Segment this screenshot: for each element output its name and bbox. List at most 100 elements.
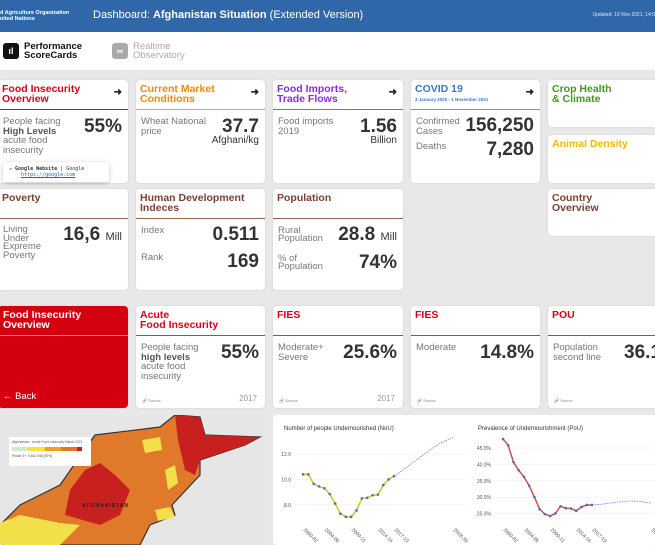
tooltip-link[interactable]: https://google.com: [21, 172, 76, 178]
label: High Levels: [3, 125, 57, 137]
card-title: Poverty: [2, 192, 41, 204]
title-bold: Afghanistan Situation: [152, 9, 267, 21]
nav-label: Observatory: [133, 50, 185, 61]
title-prefix: Dashboard:: [93, 9, 153, 21]
card-title: Food Insecurity: [140, 319, 219, 331]
card-country-overview[interactable]: Country Overview: [548, 189, 655, 236]
card-title: Indeces: [140, 202, 180, 214]
card-title: Overview: [3, 319, 50, 331]
label: acute food: [3, 135, 48, 146]
card-fies-moderate[interactable]: FIES Moderate 14.8% 🔗 Source: [411, 306, 540, 408]
card-market-conditions[interactable]: Current Market Conditions ➜ Wheat National…: [136, 80, 265, 183]
label: Wheat National: [141, 116, 206, 127]
card-title: Conditions: [140, 93, 195, 105]
chart-title-pou: Prevalence of Undernourishment (PoU): [478, 426, 584, 432]
data-point: [559, 504, 562, 508]
source-link[interactable]: 🔗 Source: [417, 398, 436, 403]
source-link[interactable]: 🔗 Source: [279, 398, 298, 403]
data-point: [527, 484, 531, 487]
data-point: [328, 492, 332, 496]
data-point: [339, 512, 342, 515]
map-region-phase4: [175, 415, 260, 475]
label: Index: [141, 225, 165, 236]
org-line1: d Agriculture Organization: [0, 10, 70, 16]
card-covid[interactable]: COVID 19 3 January 2020 - 1 November 2021…: [411, 80, 540, 183]
value-deaths: 7,280: [486, 139, 534, 160]
card-food-imports[interactable]: Food Imports, Trade Flows ➜ Food imports 20…: [273, 80, 403, 183]
label: % of: [278, 253, 298, 264]
card-fies-moderate-severe[interactable]: FIES Moderate+ Severe 25.6% 🔗 Source 2017: [273, 306, 403, 408]
link-tooltip: ↗ Google Website | Google https://google.…: [3, 162, 109, 182]
card-human-development[interactable]: Human Development Indeces Index 0.511 Ran…: [136, 189, 265, 290]
arrow-right-icon[interactable]: ➜: [113, 87, 122, 98]
value-rank: 169: [227, 251, 259, 272]
arrow-right-icon[interactable]: ➜: [250, 87, 259, 98]
header-bar: d Agriculture Organization nited Nations …: [0, 0, 655, 32]
card-title: Trade Flows: [277, 93, 338, 105]
source-label: Source: [423, 398, 436, 403]
y-tick-label: 12.0: [281, 452, 291, 458]
card-title: Population: [277, 192, 332, 204]
card-poverty[interactable]: Poverty Living Under Expreme Poverty 16,6 M…: [0, 189, 128, 290]
card-title: FIES: [415, 309, 439, 321]
data-point: [323, 486, 326, 490]
nav-performance-scorecards[interactable]: ıl Performance ScoreCards: [3, 42, 82, 60]
value: 14.8%: [480, 342, 534, 363]
label: Deaths: [416, 141, 447, 152]
arrow-right-icon[interactable]: ➜: [388, 87, 397, 98]
card-title: Food Insecurity: [2, 83, 81, 95]
value-cases: 156,250: [465, 115, 534, 136]
card-population[interactable]: Population Rural Population 28.8 Mill % o…: [273, 189, 403, 290]
source-link[interactable]: 🔗 Source: [142, 398, 161, 403]
year: 2017: [239, 394, 257, 403]
org-line2: nited Nations: [0, 16, 35, 22]
y-tick-label: 10.0: [281, 477, 291, 483]
card-crop-health[interactable]: Crop Health & Climate: [548, 80, 655, 127]
tooltip-title: Google Website: [15, 166, 58, 172]
source-link[interactable]: 🔗 Source: [554, 398, 573, 403]
nav-bar: ıl Performance ScoreCards ∞ Realtime Observa…: [0, 32, 655, 70]
tooltip-source: | Google: [57, 166, 85, 172]
card-acute-food-insecurity[interactable]: Acute Food Insecurity People facing high l…: [136, 306, 265, 408]
data-point: [317, 485, 321, 488]
card-animal-density[interactable]: Animal Density: [548, 135, 655, 183]
value-percent: 74%: [358, 252, 397, 273]
arrow-right-icon[interactable]: ➜: [525, 87, 534, 98]
unit: Mill: [105, 231, 123, 243]
back-button[interactable]: ← Back: [3, 391, 37, 402]
legend-phase: Phase 3+: 9,462,948 (30%): [12, 454, 53, 458]
data-point: [365, 496, 369, 500]
source-label: Source: [148, 398, 161, 403]
value: 16,6: [63, 224, 101, 245]
data-point: [574, 509, 578, 513]
projection-line: [393, 437, 454, 477]
label: acute food: [141, 361, 186, 372]
data-point: [376, 493, 380, 496]
unit: Billion: [370, 135, 397, 146]
label: high levels: [141, 351, 191, 363]
data-point: [506, 444, 510, 447]
card-subtitle: 3 January 2020 - 1 November 2021: [415, 97, 489, 102]
charts-panel: Number of people Undernourished (NoU) Pr…: [273, 415, 655, 545]
x-tick-label: 2004-06: [523, 527, 540, 544]
map-region-phase4: [65, 463, 130, 525]
map-legend: Afghanistan - Acute Food Insecurity Marc…: [9, 437, 91, 466]
card-title: Country: [552, 192, 593, 204]
label: Population: [278, 233, 323, 244]
map-region-phase2: [0, 515, 80, 545]
data-point: [564, 506, 568, 510]
data-point: [590, 503, 594, 507]
value-index: 0.511: [212, 224, 260, 245]
y-tick-label: 8.0: [284, 503, 291, 509]
card-title: Current Market: [140, 83, 215, 95]
label: Rural: [278, 225, 301, 236]
nav-realtime-observatory[interactable]: ∞ Realtime Observatory: [112, 42, 185, 60]
food-insecurity-map[interactable]: AFGHANISTAN Afghanistan - Acute Food Ins…: [0, 415, 266, 545]
updated-timestamp: Updated: 19 Nov 2021, 14:0: [592, 12, 655, 18]
card-title: Overview: [552, 202, 599, 214]
label: price: [141, 125, 162, 137]
data-point: [333, 502, 337, 505]
label: Rank: [141, 252, 164, 263]
